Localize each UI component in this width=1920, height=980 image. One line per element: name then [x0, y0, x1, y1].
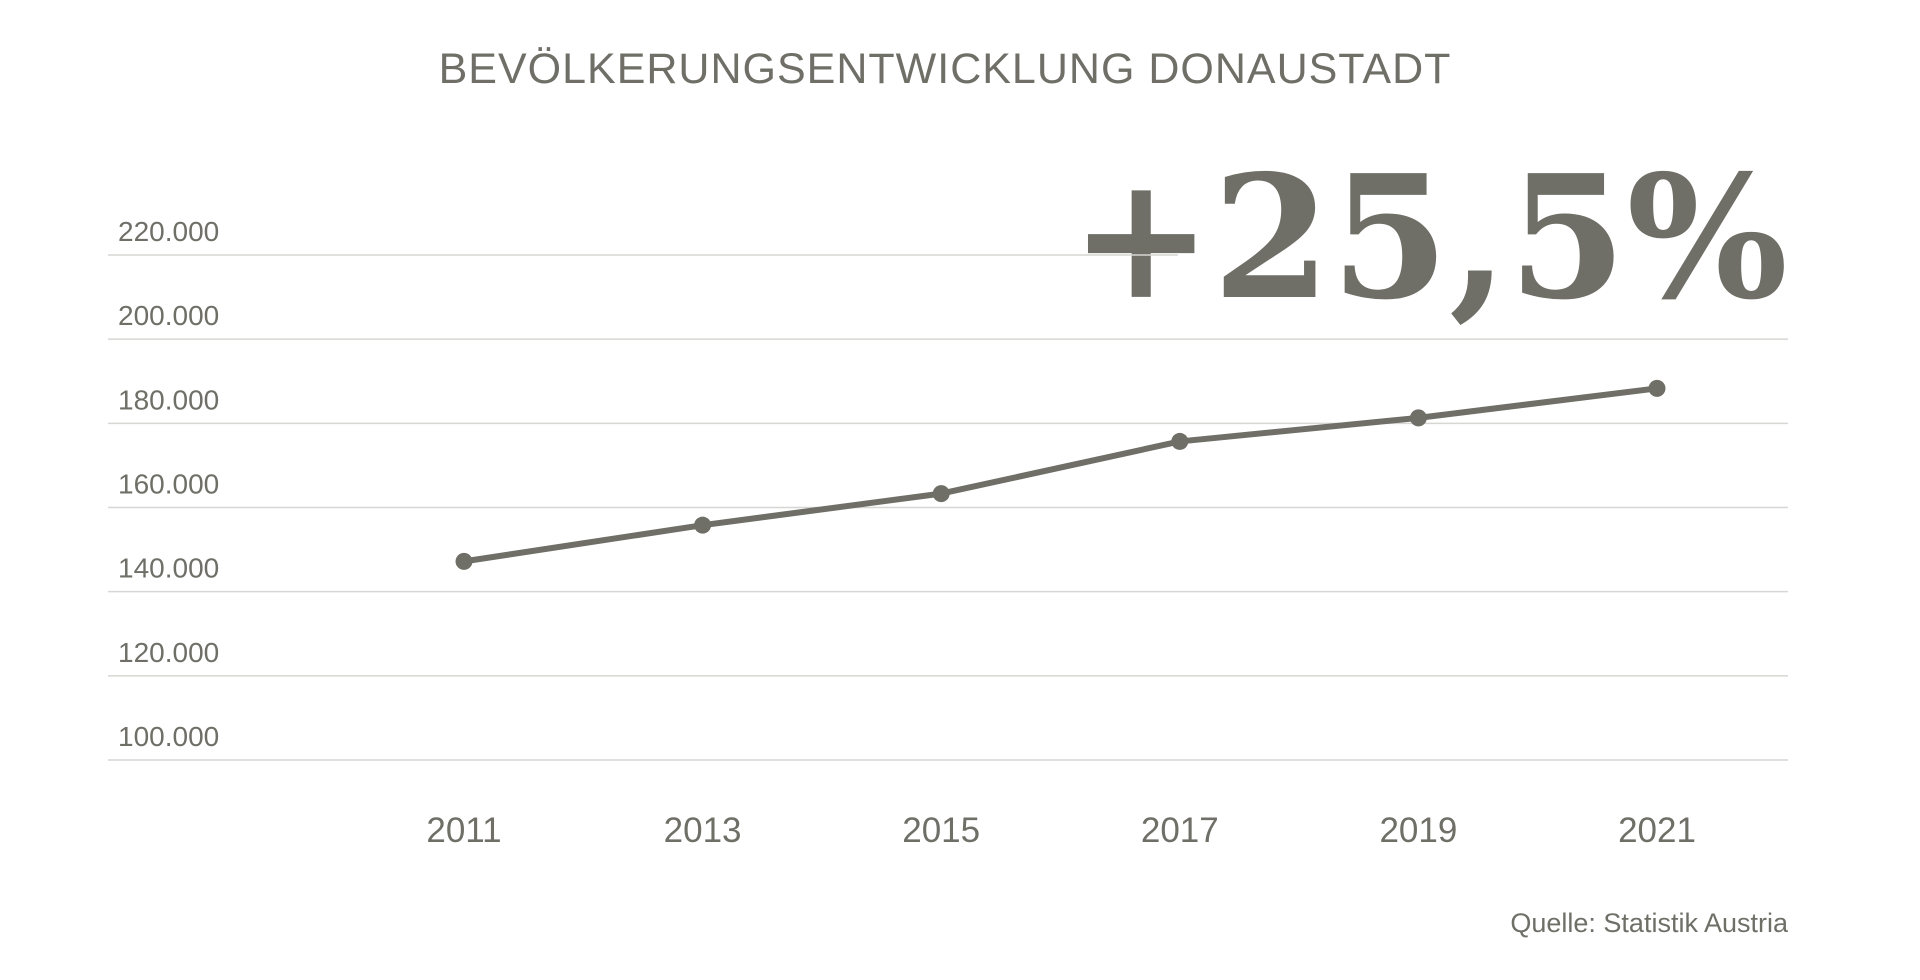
data-point — [1409, 409, 1427, 427]
x-tick-label: 2019 — [1379, 811, 1457, 850]
source-note: Quelle: Statistik Austria — [1510, 908, 1789, 938]
x-tick-label: 2011 — [426, 811, 501, 850]
x-tick-label: 2015 — [902, 811, 980, 850]
y-tick-label: 100.000 — [118, 721, 219, 752]
chart-title: BEVÖLKERUNGSENTWICKLUNG DONAUSTADT — [439, 45, 1452, 93]
growth-highlight: +25,5% — [1070, 138, 1788, 338]
y-tick-label: 220.000 — [118, 216, 219, 247]
data-point — [694, 516, 712, 534]
data-point — [1171, 432, 1189, 450]
y-tick-label: 120.000 — [118, 637, 219, 668]
gridlines — [108, 254, 1788, 761]
series — [455, 379, 1666, 570]
y-tick-label: 180.000 — [118, 384, 219, 415]
y-tick-label: 140.000 — [118, 553, 219, 584]
x-axis-ticks: 2011 2013 2015 2017 2019 2021 — [426, 811, 1696, 850]
y-axis-ticks: 100.000 120.000 140.000 160.000 180.000 200.0… — [118, 216, 219, 752]
series-line — [461, 385, 1660, 565]
y-tick-label: 200.000 — [118, 300, 219, 331]
data-point — [455, 552, 473, 570]
x-tick-label: 2021 — [1618, 811, 1696, 850]
data-point — [1648, 379, 1666, 397]
y-tick-label: 160.000 — [118, 469, 219, 500]
x-tick-label: 2013 — [664, 811, 742, 850]
data-point — [932, 485, 950, 503]
x-tick-label: 2017 — [1141, 811, 1219, 850]
